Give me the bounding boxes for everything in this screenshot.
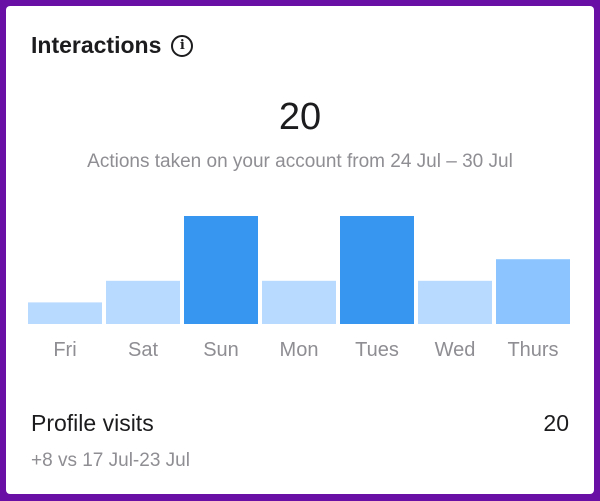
profile-visits-label: Profile visits [31,410,154,436]
profile-visits-value: 20 [543,410,569,436]
interactions-total: 20 [278,96,322,138]
tick-label-mon: Mon [280,339,319,361]
bar-sun[interactable] [184,216,258,324]
interactions-card: Interactions i 20 Actions taken on your … [6,6,594,494]
info-circle-icon[interactable]: i [171,34,194,57]
bar-thurs[interactable] [496,259,570,324]
card-header: Interactions i [31,32,194,59]
bar-mon[interactable] [262,280,336,324]
interactions-bar-chart: Fri Sat Sun Mon Tues Wed Thurs [28,216,570,361]
tick-label-thurs: Thurs [507,339,558,361]
tick-label-sat: Sat [128,339,158,361]
tick-label-tues: Tues [355,339,399,361]
tick-label-wed: Wed [435,339,476,361]
interactions-caption: Actions taken on your account from 24 Ju… [87,151,513,172]
tick-label-fri: Fri [53,339,76,361]
bar-sat[interactable] [106,280,180,324]
card-title: Interactions [31,32,162,58]
tick-label-sun: Sun [203,339,239,361]
bar-wed[interactable] [418,280,492,324]
bar-tues[interactable] [340,216,414,324]
profile-visits-comparison: +8 vs 17 Jul-23 Jul [31,450,190,471]
bar-fri[interactable] [28,302,102,324]
